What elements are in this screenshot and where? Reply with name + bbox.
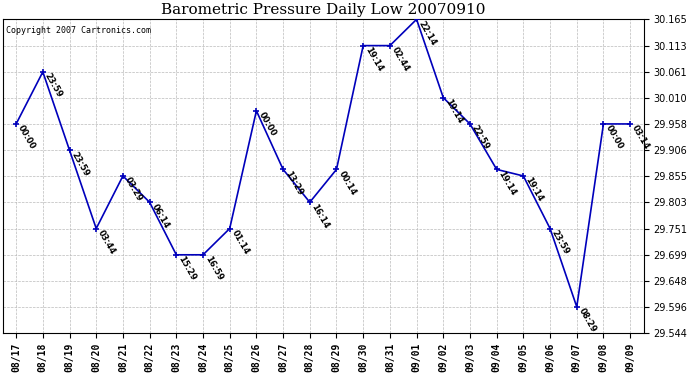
Text: 22:59: 22:59 — [470, 124, 491, 152]
Text: 19:14: 19:14 — [363, 46, 384, 73]
Text: 00:00: 00:00 — [604, 124, 624, 151]
Text: 22:14: 22:14 — [417, 20, 438, 47]
Title: Barometric Pressure Daily Low 20070910: Barometric Pressure Daily Low 20070910 — [161, 3, 485, 17]
Text: 03:14: 03:14 — [630, 124, 651, 152]
Text: 03:44: 03:44 — [96, 228, 117, 256]
Text: 16:14: 16:14 — [310, 202, 331, 230]
Text: 16:59: 16:59 — [203, 255, 224, 282]
Text: 15:29: 15:29 — [177, 255, 197, 282]
Text: 23:59: 23:59 — [43, 72, 64, 99]
Text: 00:00: 00:00 — [16, 124, 37, 151]
Text: 00:14: 00:14 — [337, 170, 357, 197]
Text: 23:59: 23:59 — [550, 228, 571, 256]
Text: 19:14: 19:14 — [523, 176, 544, 204]
Text: 19:14: 19:14 — [497, 170, 518, 197]
Text: 03:29: 03:29 — [123, 176, 144, 203]
Text: 19:14: 19:14 — [443, 98, 464, 125]
Text: 01:14: 01:14 — [230, 228, 251, 256]
Text: Copyright 2007 Cartronics.com: Copyright 2007 Cartronics.com — [6, 26, 151, 34]
Text: 08:29: 08:29 — [577, 307, 598, 334]
Text: 06:14: 06:14 — [150, 202, 171, 230]
Text: 13:29: 13:29 — [283, 170, 304, 197]
Text: 23:59: 23:59 — [70, 150, 90, 178]
Text: 02:44: 02:44 — [390, 46, 411, 73]
Text: 00:00: 00:00 — [257, 111, 277, 138]
